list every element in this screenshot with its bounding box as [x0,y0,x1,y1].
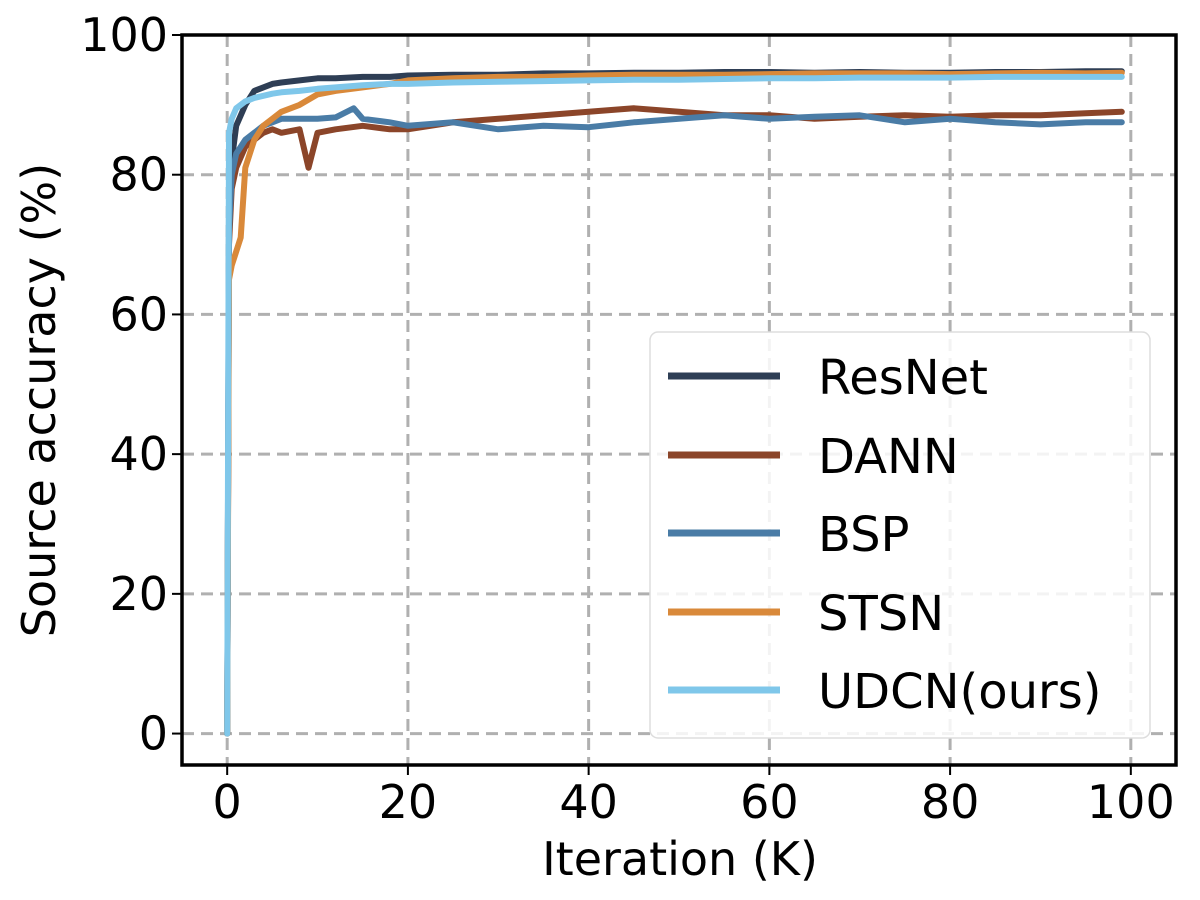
series-line-stsn [224,69,1125,737]
legend-label-stsn: STSN [818,586,944,642]
plot-frame [180,33,1178,767]
x-axis-label: Iteration (K) [542,832,818,886]
series-line-bsp [224,105,1125,737]
x-tick-label-60: 60 [740,775,799,829]
series-line-udcn-ours [224,73,1125,737]
y-tick-label-80: 80 [109,148,168,202]
y-tick-label-40: 40 [109,427,168,481]
ticks [172,34,1132,775]
legend-label-bsp: BSP [818,507,910,563]
legend-label-resnet: ResNet [818,350,988,406]
series-layer [224,68,1125,737]
y-axis-label: Source accuracy (%) [12,163,66,637]
y-tick-label-20: 20 [109,567,168,621]
legend-box [649,331,1151,739]
legend: ResNet DANN BSP STSN UDCN(ours) [649,331,1151,739]
legend-label-dann: DANN [818,429,959,485]
x-tick-label-100: 100 [1087,775,1175,829]
x-tick-label-20: 20 [379,775,438,829]
x-tick-label-80: 80 [921,775,980,829]
tick-labels: 0 20 40 60 80 100 0 20 40 60 80 100 [80,8,1175,829]
x-tick-label-0: 0 [213,775,242,829]
y-tick-label-60: 60 [109,287,168,341]
legend-label-udcn: UDCN(ours) [818,664,1102,720]
x-tick-label-40: 40 [559,775,618,829]
y-tick-label-100: 100 [80,8,168,62]
y-tick-label-0: 0 [139,707,168,761]
